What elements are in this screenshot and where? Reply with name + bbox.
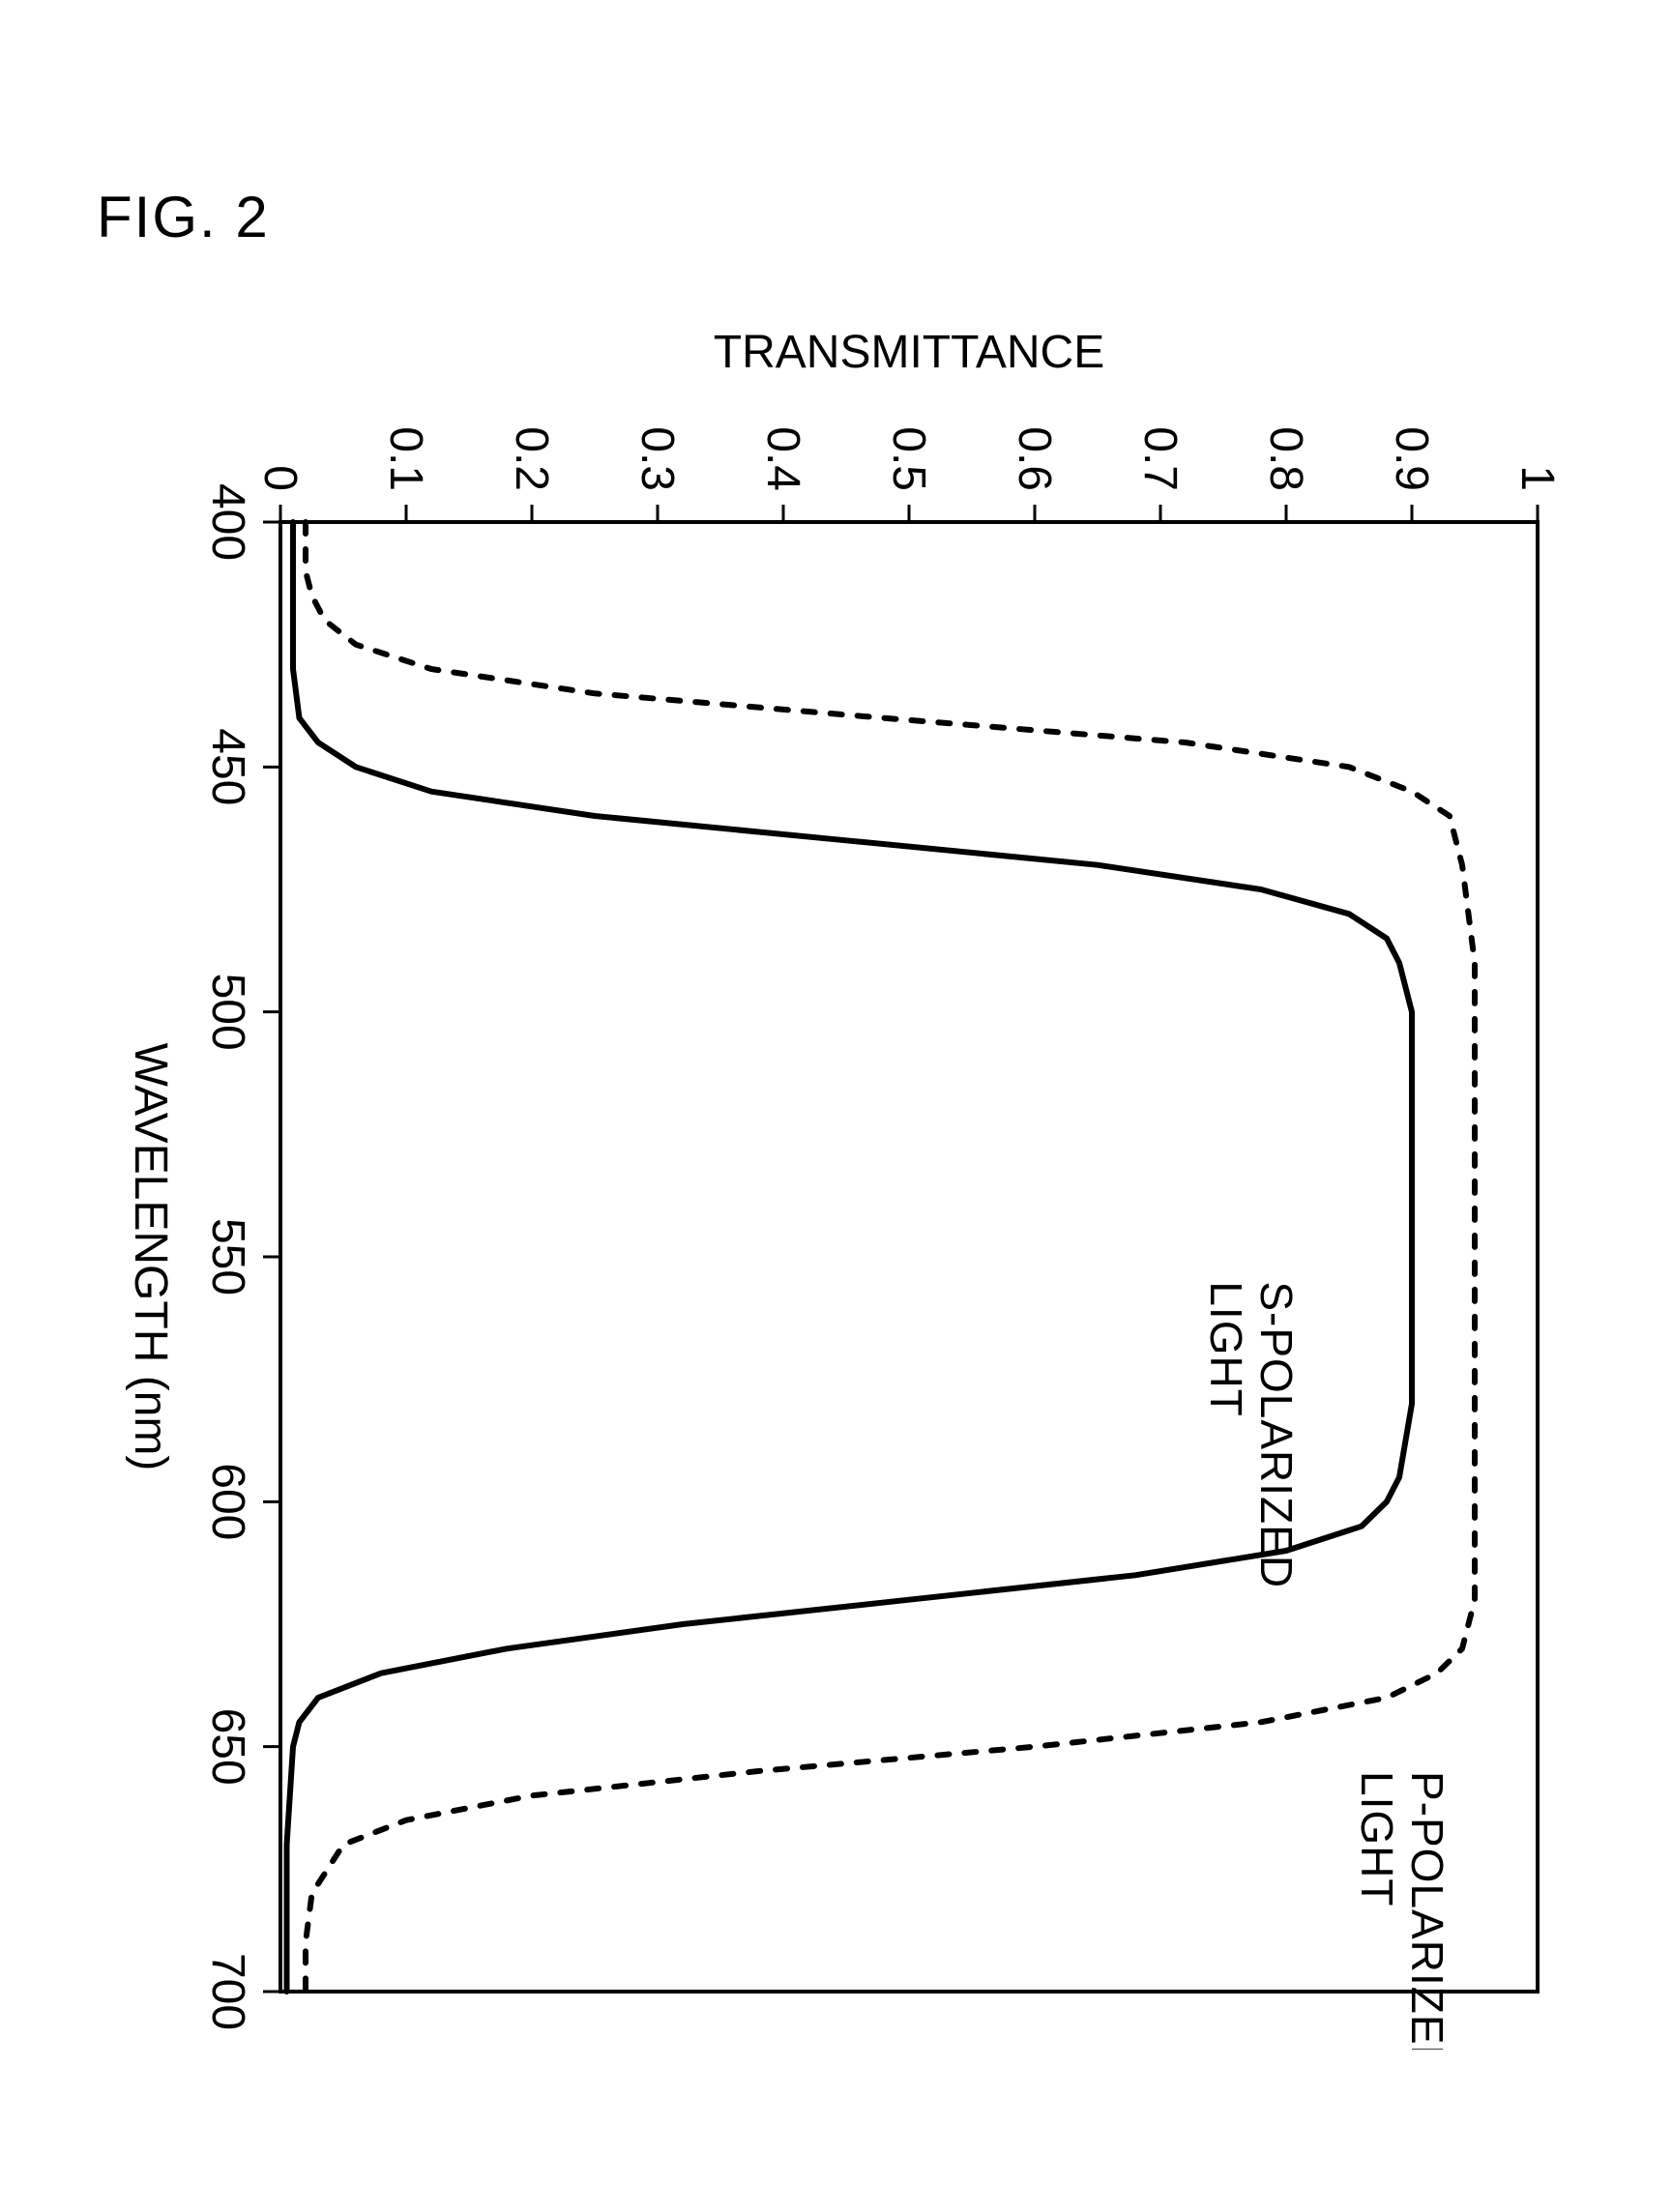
svg-text:550: 550 xyxy=(202,1218,253,1295)
svg-text:TRANSMITTANCE: TRANSMITTANCE xyxy=(714,327,1104,378)
svg-text:500: 500 xyxy=(202,974,253,1051)
svg-text:WAVELENGTH (nm): WAVELENGTH (nm) xyxy=(125,1043,176,1471)
figure-label: FIG. 2 xyxy=(97,184,270,250)
svg-text:450: 450 xyxy=(202,728,253,805)
svg-text:0.1: 0.1 xyxy=(380,426,431,491)
svg-text:0.7: 0.7 xyxy=(1134,426,1186,491)
svg-text:650: 650 xyxy=(202,1708,253,1786)
transmittance-chart: 400 450 500 550 600 650 700 0 0.1 0.2 0.3 0.4 0.5 0.… xyxy=(87,290,1596,2050)
svg-text:0.2: 0.2 xyxy=(506,426,557,491)
svg-text:0: 0 xyxy=(254,465,306,491)
page: FIG. 2 400 450 500 550 600 650 700 0 0.1 0.2 0.3 0… xyxy=(0,0,1672,2212)
svg-text:600: 600 xyxy=(202,1463,253,1540)
svg-text:0.5: 0.5 xyxy=(883,426,934,491)
svg-text:1: 1 xyxy=(1511,465,1563,491)
svg-text:0.8: 0.8 xyxy=(1260,426,1311,491)
svg-text:0.4: 0.4 xyxy=(757,426,808,491)
svg-text:0.6: 0.6 xyxy=(1009,426,1060,491)
svg-text:0.9: 0.9 xyxy=(1386,426,1437,491)
svg-text:400: 400 xyxy=(202,483,253,561)
svg-text:0.3: 0.3 xyxy=(631,426,683,491)
svg-text:700: 700 xyxy=(202,1953,253,2030)
